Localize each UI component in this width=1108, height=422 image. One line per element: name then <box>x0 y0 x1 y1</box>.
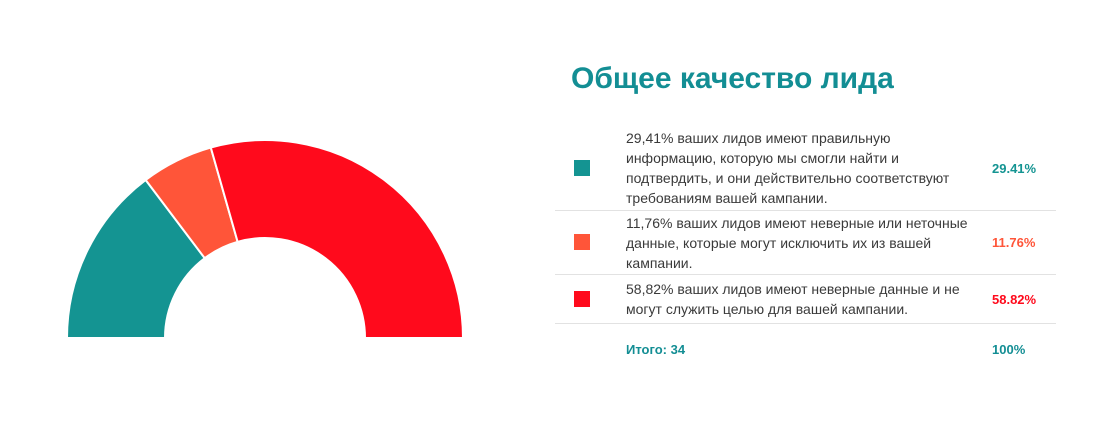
legend-swatch-correct <box>574 159 590 176</box>
chart-title: Общее качество лида <box>571 62 894 95</box>
legend-text-inaccurate: 11,76% ваших лидов имеют неверные или не… <box>626 210 986 275</box>
legend-row-inaccurate: 11,76% ваших лидов имеют неверные или не… <box>555 210 1056 275</box>
legend-swatch-inaccurate <box>574 234 590 251</box>
legend-percent-invalid: 58.82% <box>986 274 1056 324</box>
gauge-slice-invalid[interactable] <box>209 139 464 339</box>
semi-donut-chart <box>66 139 464 339</box>
legend-percent-inaccurate: 11.76% <box>986 210 1056 275</box>
legend-text-invalid: 58,82% ваших лидов имеют неверные данные… <box>626 274 986 324</box>
legend-table: 29,41% ваших лидов имеют правильную инфо… <box>555 126 1056 374</box>
total-label: Итого: 34 <box>626 341 686 357</box>
legend-row-invalid: 58,82% ваших лидов имеют неверные данные… <box>555 274 1056 324</box>
legend-row-correct: 29,41% ваших лидов имеют правильную инфо… <box>555 126 1056 211</box>
legend-swatch-invalid <box>574 290 590 307</box>
legend-total-row: Итого: 34 100% <box>555 324 1056 375</box>
legend-text-correct: 29,41% ваших лидов имеют правильную инфо… <box>626 126 986 211</box>
legend-percent-correct: 29.41% <box>986 126 1056 211</box>
total-percent: 100% <box>992 341 1026 357</box>
